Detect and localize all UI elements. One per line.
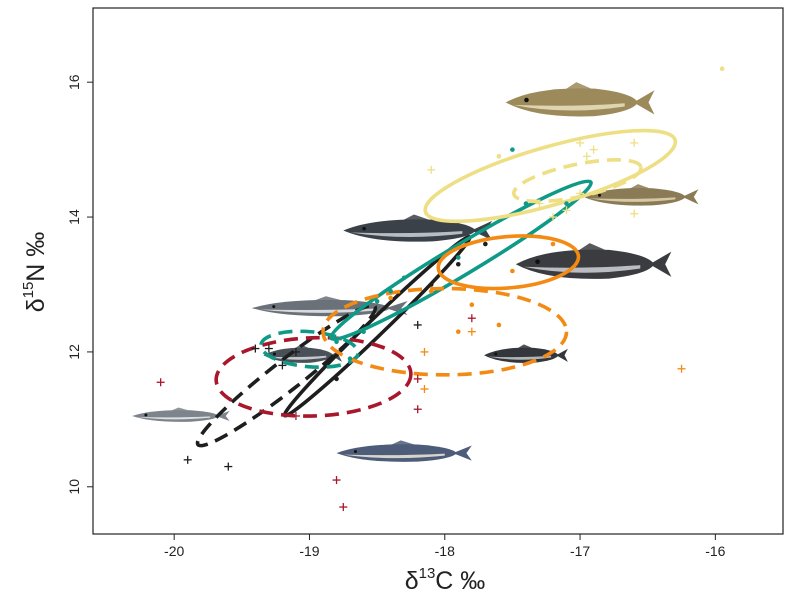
ellipse-black-dashed — [195, 303, 378, 448]
point-orange-dot — [455, 329, 461, 334]
point-teal-dot — [564, 201, 569, 206]
point-black-plus — [183, 455, 192, 464]
point-orange-dot — [510, 268, 515, 274]
point-red-plus — [413, 405, 422, 414]
point-yellow-dot — [496, 154, 502, 159]
point-yellow-plus — [427, 165, 436, 174]
point-teal-dot — [374, 299, 380, 304]
plot-area — [132, 66, 725, 512]
point-yellow-plus — [549, 213, 557, 222]
y-tick-label: 14 — [66, 209, 82, 225]
point-red-plus — [291, 411, 300, 420]
point-teal-dot — [334, 339, 339, 345]
ellipse-red-dashed — [214, 335, 413, 418]
point-black-plus — [291, 347, 300, 356]
point-red-plus — [467, 314, 476, 323]
ellipse-teal-solid — [329, 179, 593, 342]
ellipse-orange-dashed — [321, 286, 569, 377]
plot-frame — [92, 7, 784, 535]
point-yellow-plus — [589, 145, 598, 154]
ellipse-yellow-solid — [423, 128, 678, 224]
fish-cod-large-icon — [505, 82, 655, 117]
point-black-dot — [483, 241, 488, 247]
point-teal-dot — [455, 255, 461, 260]
fish-cod-small-icon — [583, 184, 699, 206]
point-yellow-plus — [576, 189, 585, 198]
point-yellow-plus — [630, 209, 639, 218]
y-tick-label: 16 — [66, 74, 82, 90]
point-black-dot — [428, 282, 434, 287]
x-tick-label: -18 — [435, 543, 455, 559]
x-tick-label: -17 — [570, 543, 590, 559]
x-axis: -20 -19 -18 -17 -16 — [164, 534, 726, 559]
point-yellow-plus — [562, 206, 571, 215]
point-teal-dot — [388, 288, 393, 294]
x-tick-label: -16 — [705, 543, 725, 559]
ellipse-yellow-dashed — [511, 158, 643, 204]
point-orange-dot — [388, 295, 393, 301]
point-black-plus — [413, 320, 422, 329]
y-tick-label: 10 — [66, 479, 82, 495]
y-axis-title: δ15N ‰ — [20, 232, 50, 313]
point-teal-dot — [347, 356, 353, 361]
point-yellow-plus — [535, 199, 544, 208]
point-teal-dot — [361, 329, 366, 334]
point-black-plus — [264, 344, 273, 353]
fish-saithe-small-icon — [484, 344, 568, 363]
x-tick-label: -19 — [299, 543, 319, 559]
point-black-plus — [224, 462, 233, 471]
point-yellow-plus — [576, 138, 585, 147]
point-red-plus — [339, 503, 348, 512]
point-orange-plus — [467, 327, 476, 336]
point-yellow-dot — [719, 66, 725, 71]
point-orange-dot — [550, 241, 556, 247]
x-tick-label: -20 — [164, 543, 184, 559]
point-orange-plus — [420, 385, 429, 394]
point-red-plus — [413, 374, 422, 383]
point-orange-dot — [469, 302, 475, 308]
ellipse-teal-dashed — [259, 329, 360, 370]
fish-pollock-icon — [515, 243, 672, 279]
point-orange-plus — [677, 364, 686, 373]
fish-blue-whiting-icon — [132, 407, 230, 422]
ellipse-black-solid — [282, 235, 472, 418]
y-tick-label: 12 — [66, 344, 82, 360]
fish-herring-icon — [336, 440, 472, 462]
point-orange-plus — [420, 347, 429, 356]
y-axis: 10 12 14 16 — [66, 74, 93, 495]
point-black-plus — [251, 344, 260, 353]
point-red-plus — [156, 378, 165, 387]
point-teal-dot — [401, 275, 407, 281]
x-axis-title: δ13C ‰ — [405, 565, 486, 595]
ellipse-orange-solid — [436, 234, 581, 291]
point-red-plus — [332, 476, 341, 485]
point-orange-dot — [428, 288, 434, 294]
point-teal-dot — [523, 201, 529, 206]
point-yellow-plus — [630, 138, 639, 147]
point-black-dot — [334, 376, 339, 382]
point-black-dot — [455, 261, 461, 267]
point-orange-dot — [496, 322, 502, 328]
point-black-plus — [278, 361, 287, 370]
point-yellow-plus — [582, 152, 591, 161]
point-teal-dot — [510, 147, 515, 152]
